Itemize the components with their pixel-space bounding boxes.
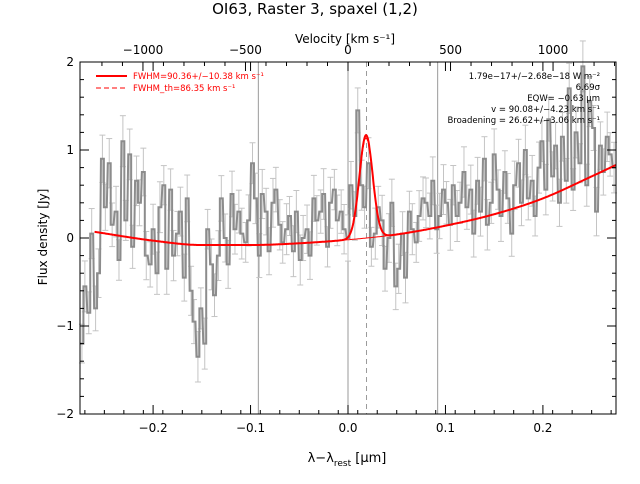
annotation-line-3: v = 90.08+/−4.23 km s⁻¹ [491,105,600,115]
y-tick-label: 2 [66,55,74,69]
legend-label-fit: FWHM=90.36+/−10.38 km s⁻¹ [133,72,264,82]
annotation-line-4: Broadening = 26.62+/−3.06 km s⁻¹ [447,116,600,126]
x-axis-label-main: λ−λ [308,451,335,466]
x-tick-label: −0.2 [139,421,168,435]
annotation-line-0: 1.79e−17+/−2.68e−18 W m⁻² [469,72,600,82]
axes: −0.2 −0.1 0.0 0.1 0.2 −1000 −500 0 500 1000 −2 −1 0 1… [56,43,617,435]
y-axis-label: Flux density [Jy] [36,189,50,286]
data-series [78,40,618,383]
top-axis-label: Velocity [km s⁻¹] [295,32,395,46]
x-tick-label: −0.1 [236,421,265,435]
x-axis-label-unit: [μm] [351,451,386,466]
fit-series [94,133,617,246]
annotation-line-1: 6.69σ [576,83,601,93]
annotation-line-2: EQW= −0.63 μm [527,94,600,104]
x-axis-label-subscript: rest [334,459,352,469]
fit-total-line [94,133,617,246]
x-tick-label: 0.2 [533,421,552,435]
top-tick-label: 1000 [538,43,569,57]
x-tick-label: 0.0 [338,421,357,435]
y-tick-label: 1 [66,143,74,157]
chart-title: OI63, Raster 3, spaxel (1,2) [212,0,418,18]
top-tick-label: −500 [229,43,262,57]
y-tick-label: 0 [66,231,74,245]
x-axis-label: λ−λrest [μm] [308,451,387,469]
y-tick-label: −2 [56,407,74,421]
x-tick-label: 0.1 [436,421,455,435]
legend: FWHM=90.36+/−10.38 km s⁻¹ FWHM_th=86.35 k… [96,72,264,94]
top-tick-label: 0 [344,43,352,57]
top-tick-label: −1000 [123,43,164,57]
y-tick-label: −1 [56,319,74,333]
top-tick-label: 500 [439,43,462,57]
legend-label-thermal: FWHM_th=86.35 km s⁻¹ [133,84,235,94]
